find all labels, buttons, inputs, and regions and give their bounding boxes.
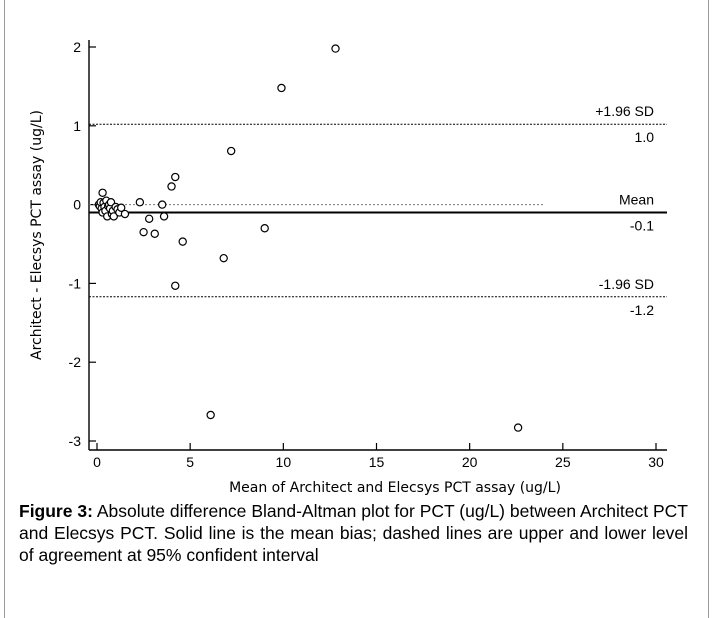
x-tick-label: 0 (93, 454, 101, 470)
y-tick-label: 0 (73, 197, 81, 213)
data-point (139, 227, 148, 237)
data-point (226, 146, 236, 156)
data-point (331, 44, 340, 53)
data-point (277, 83, 286, 93)
x-tick-label: 20 (462, 454, 478, 470)
data-point (167, 182, 176, 191)
y-axis-title: Architect - Elecsys PCT assay (ug/L) (29, 110, 45, 360)
data-point (120, 209, 130, 219)
ref-value-1-96-sd: -1.2 (630, 302, 654, 318)
x-axis-title: Mean of Architect and Elecsys PCT assay … (229, 480, 561, 496)
data-point (117, 203, 126, 212)
y-tick-label: -2 (69, 354, 82, 370)
data-point (150, 229, 159, 238)
y-tick-label: -1 (69, 275, 82, 291)
data-points (94, 44, 523, 432)
data-point (260, 224, 269, 233)
figure-caption: Figure 3: Absolute difference Bland-Altm… (19, 500, 688, 566)
x-tick-label: 10 (276, 454, 292, 470)
ref-label-1-96-sd: -1.96 SD (599, 276, 654, 292)
data-point (109, 212, 118, 221)
data-point (513, 423, 523, 432)
reference-lines: +1.96 SD 1.0 Mean -0.1 -1.96 SD -1.2 (89, 103, 667, 318)
y-tick-label: -3 (69, 433, 82, 449)
data-point (159, 212, 169, 221)
ref-value-mean: -0.1 (630, 217, 654, 233)
figure-frame (4, 0, 709, 618)
data-point (178, 237, 187, 246)
y-tick-label: 1 (73, 118, 81, 134)
x-tick-label: 30 (648, 454, 664, 470)
data-point (171, 281, 180, 290)
data-point (135, 198, 145, 207)
ref-label-mean: Mean (619, 191, 654, 207)
caption-text: Absolute difference Bland-Altman plot fo… (19, 501, 688, 565)
data-point (206, 410, 215, 420)
data-point (171, 172, 180, 182)
data-point (98, 188, 107, 197)
ref-value-1-96-sd: 1.0 (635, 129, 655, 145)
data-point (158, 200, 167, 209)
ref-label-1-96-sd: +1.96 SD (595, 103, 654, 119)
x-tick-label: 5 (186, 454, 194, 470)
x-tick-label: 25 (555, 454, 571, 470)
data-point (144, 214, 154, 223)
x-tick-label: 15 (369, 454, 385, 470)
caption-label: Figure 3: (19, 501, 93, 521)
y-tick-label: 2 (73, 39, 81, 55)
data-point (219, 253, 228, 263)
